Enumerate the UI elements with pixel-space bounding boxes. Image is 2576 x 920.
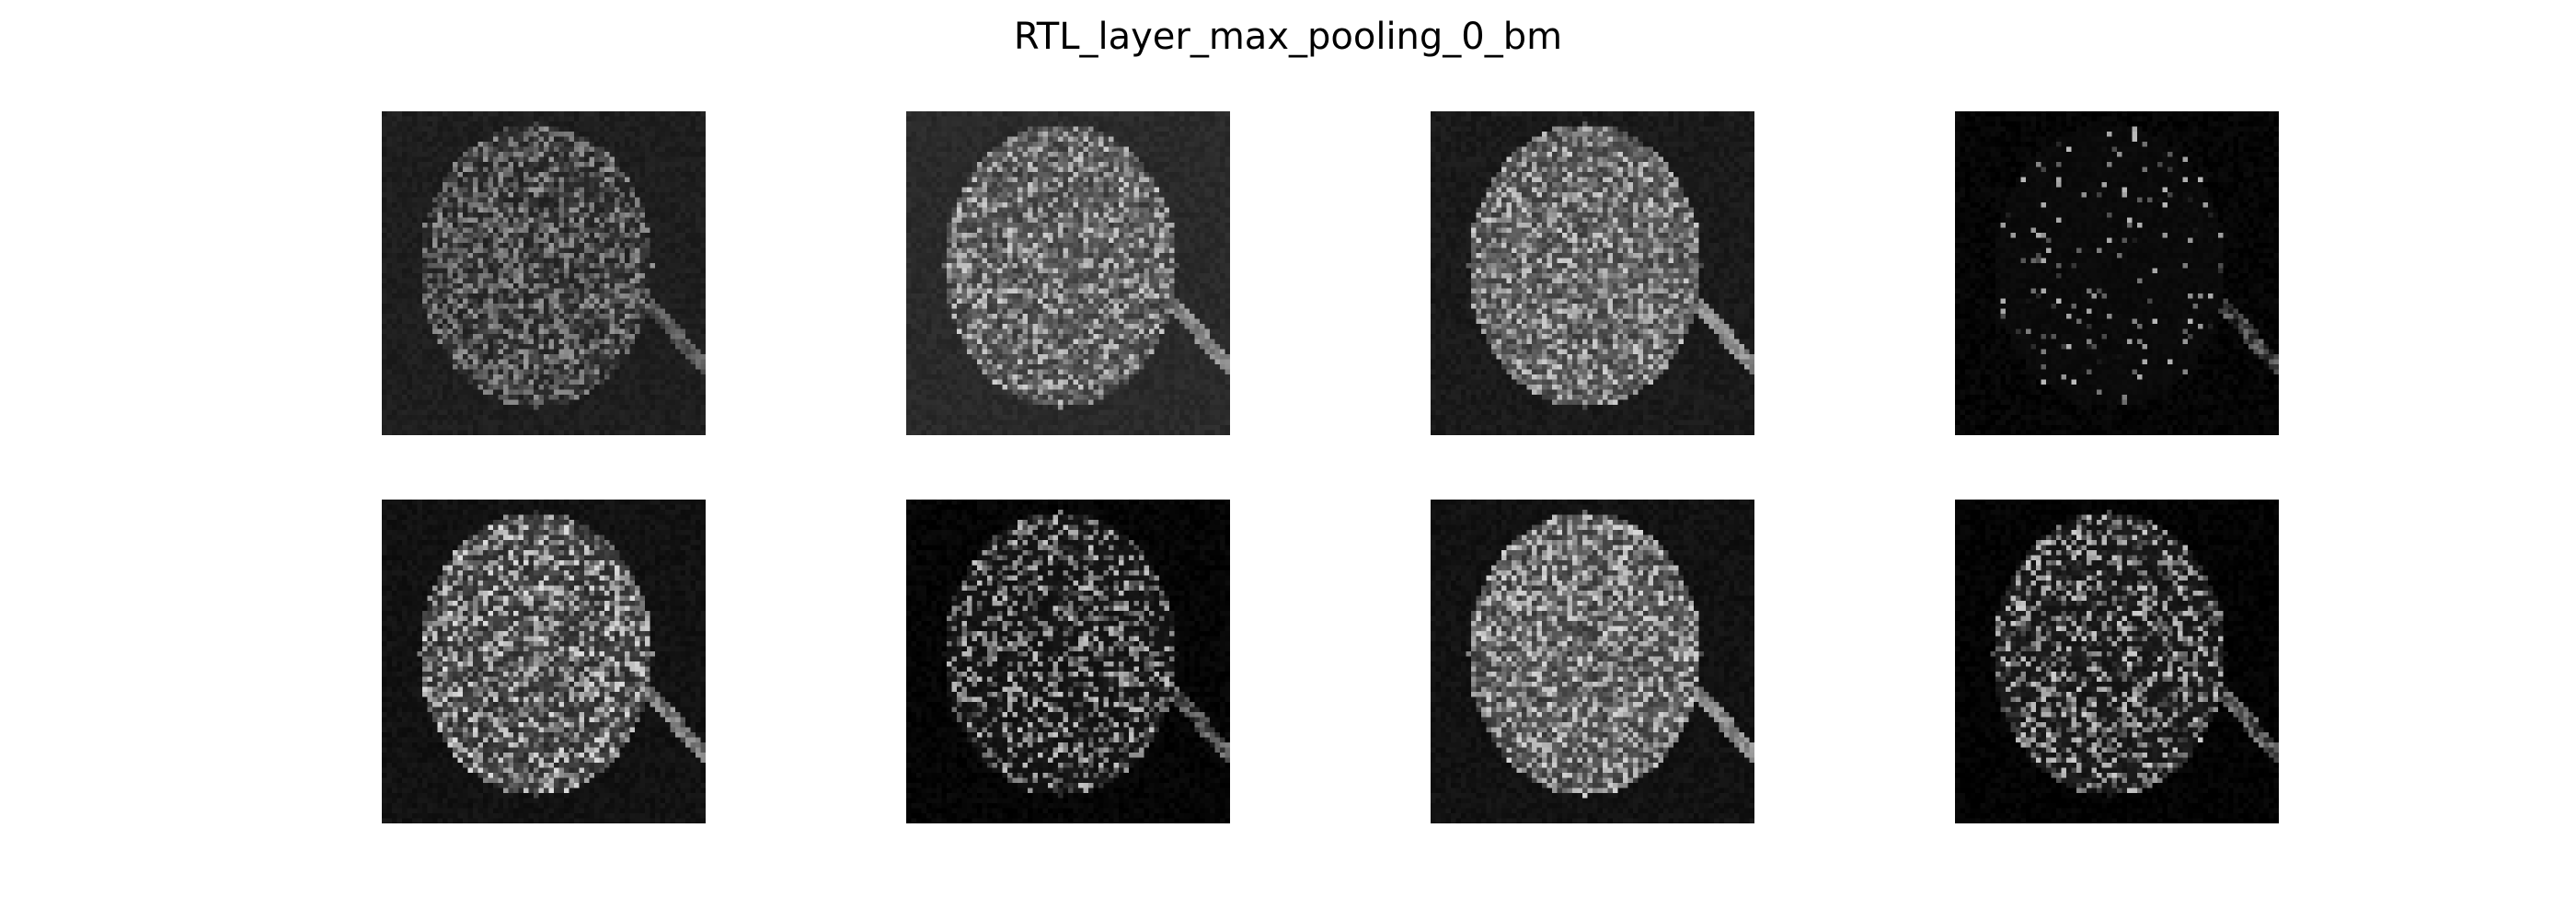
feature-map-panel-4 xyxy=(1955,111,2279,435)
feature-map-image-5 xyxy=(382,500,706,823)
feature-map-image-1 xyxy=(382,111,706,435)
feature-map-image-8 xyxy=(1955,500,2279,823)
feature-map-panel-5 xyxy=(382,500,706,823)
feature-map-panel-3 xyxy=(1431,111,1754,435)
feature-map-panel-6 xyxy=(906,500,1230,823)
feature-map-panel-7 xyxy=(1431,500,1754,823)
feature-map-image-2 xyxy=(906,111,1230,435)
feature-map-panel-1 xyxy=(382,111,706,435)
figure-title: RTL_layer_max_pooling_0_bm xyxy=(0,9,2576,64)
feature-map-panel-8 xyxy=(1955,500,2279,823)
feature-map-image-6 xyxy=(906,500,1230,823)
feature-map-image-4 xyxy=(1955,111,2279,435)
feature-map-panel-2 xyxy=(906,111,1230,435)
feature-map-image-7 xyxy=(1431,500,1754,823)
feature-map-image-3 xyxy=(1431,111,1754,435)
